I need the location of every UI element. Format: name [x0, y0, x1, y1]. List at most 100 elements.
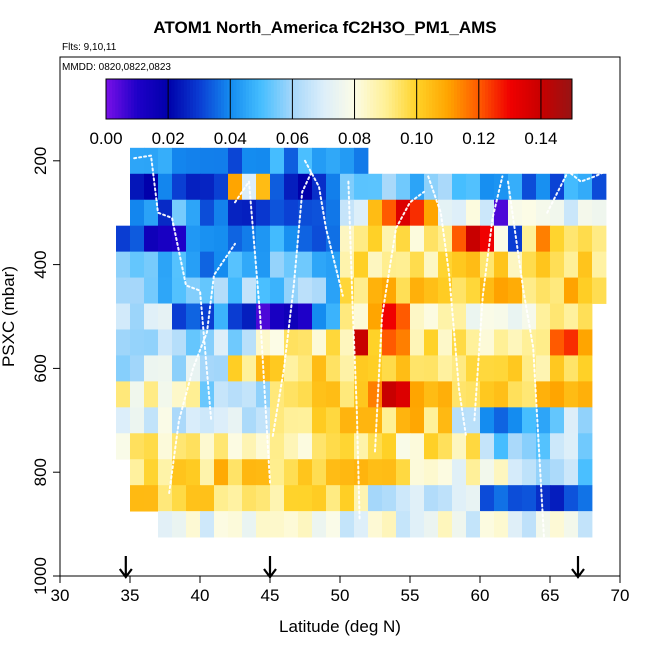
heatmap-cell [284, 433, 299, 460]
heatmap-cell [144, 199, 159, 227]
heatmap-cell [298, 433, 313, 460]
heatmap-cell [242, 433, 257, 460]
heatmap-cell [564, 173, 579, 201]
heatmap-cell [116, 329, 131, 356]
heatmap-cell [564, 511, 579, 538]
colorbar-swatch [360, 79, 365, 119]
heatmap-cell [494, 199, 509, 227]
heatmap-cell [410, 329, 425, 356]
heatmap-cell [130, 199, 145, 227]
colorbar-swatch [165, 79, 169, 119]
heatmap-cell [522, 511, 537, 538]
heatmap-cell [214, 225, 229, 253]
heatmap-cell [172, 199, 187, 227]
colorbar-swatch [236, 79, 241, 119]
colorbar-swatch [317, 79, 321, 119]
heatmap-cell [508, 433, 523, 460]
heatmap-cell [298, 329, 313, 356]
heatmap-cell [354, 225, 369, 253]
heatmap-cell [354, 329, 369, 356]
heatmap-cell [550, 173, 565, 201]
heatmap-cell [326, 303, 341, 330]
x-tick-label: 50 [331, 586, 350, 605]
colorbar-swatch [289, 79, 293, 119]
heatmap-cell [354, 485, 369, 512]
colorbar-swatch [304, 79, 309, 119]
heatmap-cell [564, 329, 579, 356]
heatmap-cell [144, 459, 159, 486]
heatmap-cell [368, 277, 383, 304]
heatmap-cell [214, 199, 229, 227]
heatmap-cell [214, 433, 229, 460]
heatmap-cell [396, 225, 411, 253]
heatmap-cell [564, 251, 579, 278]
flight-track-line [546, 165, 619, 214]
x-tick-label: 55 [401, 586, 420, 605]
heatmap-cell [242, 355, 257, 382]
heatmap-cell [312, 147, 327, 175]
heatmap-cell [438, 355, 453, 382]
colorbar-swatch [388, 79, 393, 119]
heatmap-cell [284, 277, 299, 304]
heatmap-cell [536, 277, 551, 304]
heatmap-cell [368, 407, 383, 434]
heatmap-cell [256, 433, 271, 460]
heatmap-cell [494, 459, 509, 486]
heatmap-cell [116, 381, 131, 408]
heatmap-cell [270, 355, 285, 382]
heatmap-cell [480, 303, 495, 330]
colorbar-swatch [143, 79, 147, 119]
heatmap-cell [284, 355, 299, 382]
colorbar-swatch [540, 79, 545, 119]
heatmap-cell [312, 433, 327, 460]
flight-track-line [271, 170, 313, 437]
heatmap-cell [172, 459, 187, 486]
heatmap-cell [452, 355, 467, 382]
heatmap-cell [452, 251, 467, 278]
colorbar-swatch [419, 79, 424, 119]
heatmap-cell [228, 303, 243, 330]
heatmap-cell [592, 173, 607, 201]
colorbar-swatch [441, 79, 446, 119]
heatmap-cell [368, 251, 383, 278]
heatmap-cell [550, 277, 565, 304]
colorbar-swatch [115, 79, 119, 119]
heatmap-cell [550, 251, 565, 278]
heatmap-cell [144, 433, 159, 460]
colorbar-swatch [267, 79, 272, 119]
heatmap-cell [340, 329, 355, 356]
colorbar-swatch [140, 79, 144, 119]
colorbar-swatch [562, 79, 567, 119]
heatmap-cell [396, 251, 411, 278]
heatmap-cell [382, 303, 397, 330]
colorbar-swatch [373, 79, 377, 119]
heatmap-cell [298, 355, 313, 382]
heatmap-cell [130, 459, 145, 486]
colorbar-swatch [385, 79, 390, 119]
heatmap-cell [578, 329, 593, 356]
flight-track-line [473, 175, 504, 422]
heatmap-cell [466, 381, 481, 408]
heatmap-cell [368, 303, 383, 330]
colorbar-swatch [453, 79, 458, 119]
heatmap-cell [550, 329, 565, 356]
heatmap-cell [340, 355, 355, 382]
heatmap-cell [340, 433, 355, 460]
heatmap-cell [158, 355, 173, 382]
colorbar-swatch [323, 79, 328, 119]
colorbar-swatch [531, 79, 536, 119]
heatmap-cell [466, 407, 481, 434]
heatmap-cell [396, 433, 411, 460]
heatmap-cell [578, 485, 593, 512]
heatmap-cell [438, 173, 453, 201]
colorbar-tick-label: 0.08 [338, 129, 371, 148]
heatmap-cell [186, 199, 201, 227]
colorbar-swatch [475, 79, 480, 119]
flight-arrows [118, 556, 585, 579]
colorbar-swatch [177, 79, 182, 119]
colorbar-swatch [183, 79, 188, 119]
heatmap-cell [242, 381, 257, 408]
heatmap-cell [480, 485, 495, 512]
heatmap-cell [256, 407, 271, 434]
heatmap-cell [368, 225, 383, 253]
